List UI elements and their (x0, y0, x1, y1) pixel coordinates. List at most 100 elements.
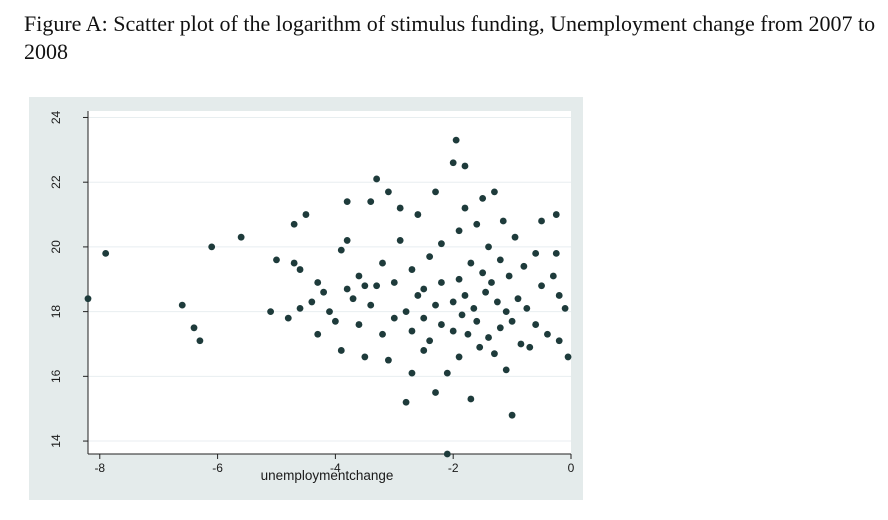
data-point (337, 347, 345, 354)
data-point (426, 337, 434, 345)
x-tick-label: -2 (448, 461, 459, 475)
data-point (438, 240, 445, 248)
data-point (296, 304, 304, 312)
data-point (408, 327, 416, 335)
data-point (496, 324, 504, 332)
data-point (432, 301, 439, 309)
data-point (511, 233, 519, 241)
data-point (438, 279, 445, 286)
scatter-plot: 14 16 18 20 22 24 -8 -6 -4 -2 0 unemploymentchange (49, 110, 575, 483)
data-point (538, 282, 545, 290)
data-points (84, 136, 572, 458)
data-point (102, 249, 110, 257)
data-point (385, 356, 392, 364)
x-tick-label: -8 (94, 461, 105, 475)
x-tick-label: 0 (568, 461, 575, 475)
data-point (208, 243, 216, 251)
plot-area (88, 111, 571, 454)
data-point (414, 292, 422, 299)
data-point (361, 282, 369, 290)
data-point (355, 272, 363, 280)
data-point (517, 340, 525, 348)
data-point (420, 314, 428, 322)
data-point (443, 369, 451, 377)
data-point (464, 330, 472, 338)
data-point (458, 311, 466, 319)
data-point (508, 411, 516, 419)
data-point (473, 317, 481, 325)
data-point (343, 285, 351, 293)
data-point (502, 366, 510, 374)
data-point (337, 246, 345, 254)
data-point (532, 249, 540, 257)
data-point (396, 237, 404, 244)
data-point (290, 220, 298, 228)
data-point (449, 298, 457, 306)
data-point (564, 353, 572, 361)
data-point (438, 321, 445, 328)
data-point (385, 188, 392, 196)
data-point (455, 353, 463, 361)
data-point (379, 259, 386, 267)
data-point (508, 317, 516, 325)
data-point (331, 317, 339, 325)
data-point (420, 347, 428, 354)
data-point (308, 298, 316, 306)
data-point (493, 298, 501, 306)
data-point (455, 275, 463, 283)
data-point (488, 279, 495, 286)
data-point (461, 162, 469, 170)
figure-caption: Figure A: Scatter plot of the logarithm … (24, 11, 876, 64)
data-point (326, 308, 333, 316)
data-point (343, 237, 351, 244)
x-tick-label: -6 (212, 461, 223, 475)
data-point (267, 308, 274, 316)
data-point (361, 353, 369, 361)
data-point (420, 285, 428, 293)
data-point (552, 249, 560, 257)
data-point (491, 350, 498, 358)
axes (83, 111, 572, 459)
data-point (432, 188, 439, 196)
data-point (455, 227, 463, 235)
data-point (84, 295, 92, 303)
y-tick-label: 16 (49, 369, 63, 383)
x-tick-label: -4 (330, 461, 341, 475)
y-tick-label: 22 (49, 175, 63, 189)
data-point (320, 288, 328, 296)
data-point (538, 217, 545, 225)
data-point (514, 295, 522, 303)
data-point (482, 288, 489, 296)
data-point (196, 337, 204, 345)
data-point (343, 198, 351, 206)
data-point (502, 308, 510, 316)
data-point (449, 159, 457, 167)
data-point (476, 343, 484, 351)
y-tick-label: 20 (49, 240, 63, 254)
data-point (349, 295, 357, 303)
data-point (314, 279, 322, 286)
data-point (355, 321, 363, 328)
data-point (426, 253, 434, 261)
data-point (237, 233, 245, 241)
data-point (290, 259, 298, 267)
data-point (190, 324, 198, 332)
data-point (402, 398, 410, 406)
y-tick-label: 18 (49, 305, 63, 319)
tick-labels: 14 16 18 20 22 24 -8 -6 -4 -2 0 (49, 110, 575, 475)
data-point (314, 330, 322, 338)
data-point (284, 314, 292, 322)
data-point (520, 262, 528, 270)
data-point (491, 188, 498, 196)
data-point (273, 256, 280, 264)
data-point (302, 211, 310, 218)
data-point (373, 282, 381, 290)
data-point (561, 304, 569, 312)
data-point (467, 395, 475, 403)
data-point (479, 194, 487, 202)
data-point (470, 304, 478, 312)
data-point (485, 243, 492, 251)
data-point (414, 211, 422, 218)
data-point (532, 321, 540, 328)
data-point (555, 337, 563, 345)
